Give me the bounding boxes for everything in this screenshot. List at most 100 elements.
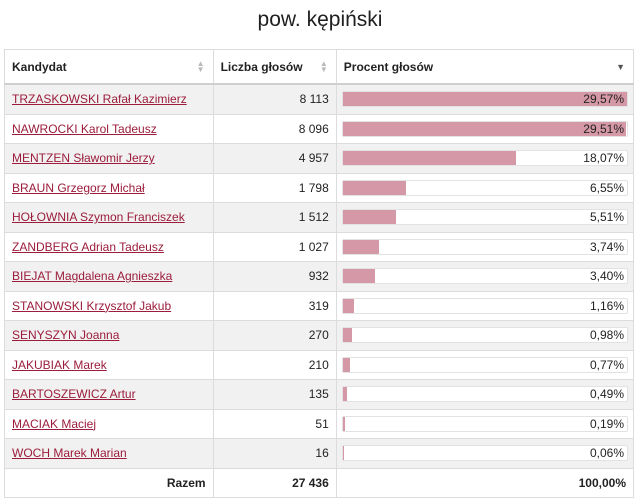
candidate-link[interactable]: BIEJAT Magdalena Agnieszka: [12, 269, 173, 284]
header-candidate[interactable]: Kandydat ▲ ▼: [4, 49, 214, 85]
votes-cell: 932: [212, 261, 337, 292]
table-row: JAKUBIAK Marek 210 0,77%: [4, 349, 635, 380]
table-row: BRAUN Grzegorz Michał 1 798 6,55%: [4, 172, 635, 203]
votes-cell: 210: [212, 349, 337, 380]
candidate-link[interactable]: BARTOSZEWICZ Artur: [12, 387, 136, 402]
votes-cell: 1 798: [212, 172, 337, 203]
percent-bar-fill: [342, 416, 345, 431]
percent-cell: 3,74%: [335, 231, 635, 262]
header-percent[interactable]: Procent głosów ▼: [335, 49, 635, 85]
header-votes-label: Liczba głosów: [220, 59, 303, 74]
percent-value: 0,49%: [589, 387, 624, 402]
percent-cell: 6,55%: [335, 172, 635, 203]
candidate-cell: NAWROCKI Karol Tadeusz: [4, 113, 214, 144]
percent-cell: 18,07%: [335, 143, 635, 174]
percent-bar-fill: [342, 210, 396, 225]
percent-cell: 1,16%: [335, 290, 635, 321]
candidate-link[interactable]: TRZASKOWSKI Rafał Kazimierz: [12, 92, 187, 107]
percent-bar-fill: [342, 121, 627, 136]
total-votes: 27 436: [212, 467, 337, 498]
percent-bar: 0,98%: [341, 327, 628, 344]
percent-bar: 3,40%: [341, 268, 628, 285]
header-percent-label: Procent głosów: [343, 59, 434, 74]
candidate-cell: BARTOSZEWICZ Artur: [4, 379, 214, 410]
table-row: WOCH Marek Marian 16 0,06%: [4, 438, 635, 469]
votes-cell: 270: [212, 320, 337, 351]
table-row: NAWROCKI Karol Tadeusz 8 096 29,51%: [4, 113, 635, 144]
percent-bar: 0,77%: [341, 356, 628, 373]
candidate-link[interactable]: STANOWSKI Krzysztof Jakub: [12, 298, 172, 313]
percent-bar: 5,51%: [341, 209, 628, 226]
percent-bar: 29,51%: [341, 120, 628, 137]
percent-cell: 3,40%: [335, 261, 635, 292]
votes-cell: 1 512: [212, 202, 337, 233]
votes-cell: 8 096: [212, 113, 337, 144]
sort-both-icon[interactable]: ▲ ▼: [319, 58, 328, 74]
percent-bar: 0,06%: [341, 445, 628, 462]
table-row: ZANDBERG Adrian Tadeusz 1 027 3,74%: [4, 231, 635, 262]
percent-bar: 3,74%: [341, 238, 628, 255]
votes-cell: 8 113: [212, 83, 337, 115]
table-body: TRZASKOWSKI Rafał Kazimierz 8 113 29,57% NA…: [4, 83, 635, 469]
percent-bar-fill: [342, 180, 406, 195]
candidate-cell: BIEJAT Magdalena Agnieszka: [4, 261, 214, 292]
candidate-link[interactable]: WOCH Marek Marian: [12, 446, 127, 461]
votes-cell: 319: [212, 290, 337, 321]
candidate-cell: TRZASKOWSKI Rafał Kazimierz: [4, 83, 214, 115]
candidate-link[interactable]: MENTZEN Sławomir Jerzy: [12, 151, 155, 166]
percent-cell: 29,51%: [335, 113, 635, 144]
candidate-cell: JAKUBIAK Marek: [4, 349, 214, 380]
candidate-link[interactable]: SENYSZYN Joanna: [12, 328, 120, 343]
table-row: TRZASKOWSKI Rafał Kazimierz 8 113 29,57%: [4, 83, 635, 115]
percent-value: 0,19%: [589, 416, 624, 431]
table-row: STANOWSKI Krzysztof Jakub 319 1,16%: [4, 290, 635, 321]
percent-bar-fill: [342, 269, 376, 284]
header-votes[interactable]: Liczba głosów ▲ ▼: [212, 49, 337, 85]
candidate-link[interactable]: NAWROCKI Karol Tadeusz: [12, 121, 157, 136]
percent-bar-fill: [342, 387, 348, 402]
sort-both-icon[interactable]: ▲ ▼: [196, 58, 205, 74]
percent-bar-fill: [342, 298, 354, 313]
candidate-cell: MACIAK Maciej: [4, 408, 214, 439]
header-candidate-label: Kandydat: [12, 59, 67, 74]
votes-cell: 135: [212, 379, 337, 410]
percent-value: 3,40%: [589, 269, 624, 284]
candidate-link[interactable]: JAKUBIAK Marek: [12, 357, 107, 372]
candidate-cell: WOCH Marek Marian: [4, 438, 214, 469]
page-title: pow. kępiński: [257, 8, 383, 31]
percent-value: 3,74%: [589, 239, 624, 254]
table-row: HOŁOWNIA Szymon Franciszek 1 512 5,51%: [4, 202, 635, 233]
percent-bar-fill: [342, 92, 627, 107]
total-label: Razem: [4, 467, 214, 498]
candidate-link[interactable]: BRAUN Grzegorz Michał: [12, 180, 145, 195]
table-row: BARTOSZEWICZ Artur 135 0,49%: [4, 379, 635, 410]
percent-bar-fill: [342, 151, 517, 166]
candidate-cell: MENTZEN Sławomir Jerzy: [4, 143, 214, 174]
table-row: MACIAK Maciej 51 0,19%: [4, 408, 635, 439]
percent-bar: 29,57%: [341, 91, 628, 108]
candidate-cell: SENYSZYN Joanna: [4, 320, 214, 351]
percent-bar: 0,19%: [341, 415, 628, 432]
percent-bar-fill: [342, 357, 351, 372]
sort-desc-icon[interactable]: ▼: [616, 61, 625, 72]
candidate-link[interactable]: ZANDBERG Adrian Tadeusz: [12, 239, 164, 254]
percent-value: 0,06%: [589, 446, 624, 461]
percent-bar: 6,55%: [341, 179, 628, 196]
candidate-cell: BRAUN Grzegorz Michał: [4, 172, 214, 203]
votes-cell: 51: [212, 408, 337, 439]
candidate-link[interactable]: HOŁOWNIA Szymon Franciszek: [12, 210, 185, 225]
percent-cell: 0,49%: [335, 379, 635, 410]
total-percent: 100,00%: [335, 467, 635, 498]
percent-bar-fill: [342, 446, 344, 461]
table-header-row: Kandydat ▲ ▼ Liczba głosów ▲ ▼ Procent gło…: [4, 49, 635, 85]
percent-bar: 1,16%: [341, 297, 628, 314]
percent-bar: 0,49%: [341, 386, 628, 403]
percent-cell: 0,19%: [335, 408, 635, 439]
votes-cell: 4 957: [212, 143, 337, 174]
percent-cell: 29,57%: [335, 83, 635, 115]
percent-cell: 0,77%: [335, 349, 635, 380]
table-row: BIEJAT Magdalena Agnieszka 932 3,40%: [4, 261, 635, 292]
percent-value: 29,51%: [583, 121, 624, 136]
percent-bar-fill: [342, 239, 379, 254]
candidate-link[interactable]: MACIAK Maciej: [12, 416, 97, 431]
